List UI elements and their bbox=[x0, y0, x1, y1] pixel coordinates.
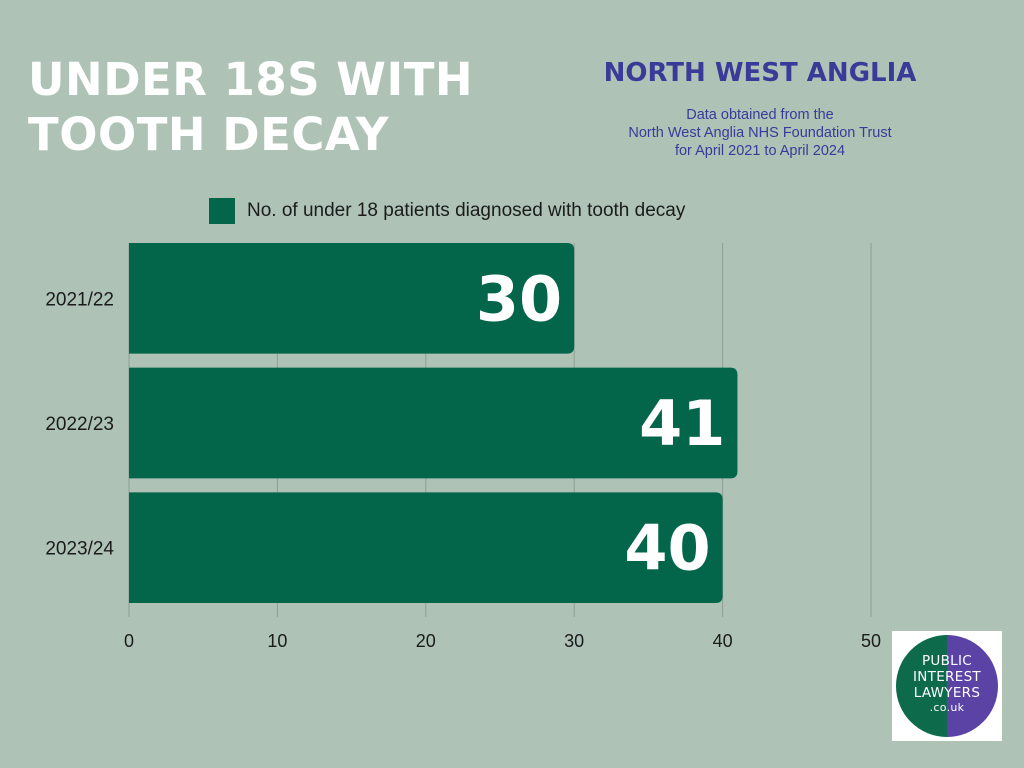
x-tick-label: 50 bbox=[861, 631, 881, 651]
bar-value-label: 41 bbox=[639, 387, 725, 460]
logo-circle bbox=[896, 635, 998, 737]
x-tick-label: 0 bbox=[124, 631, 134, 651]
logo-line-2: INTEREST bbox=[913, 669, 981, 685]
legend-swatch bbox=[209, 198, 235, 224]
bar-value-label: 40 bbox=[624, 512, 710, 585]
category-label: 2021/22 bbox=[45, 289, 114, 310]
x-tick-labels: 0 10 20 30 40 50 bbox=[124, 631, 881, 651]
x-tick-label: 10 bbox=[267, 631, 287, 651]
source-note: Data obtained from the North West Anglia… bbox=[560, 106, 960, 160]
region-title: NORTH WEST ANGLIA bbox=[603, 58, 917, 88]
chart-legend: No. of under 18 patients diagnosed with … bbox=[209, 198, 685, 224]
x-tick-label: 30 bbox=[564, 631, 584, 651]
x-tick-label: 40 bbox=[713, 631, 733, 651]
public-interest-lawyers-logo: PUBLIC INTEREST LAWYERS .co.uk bbox=[892, 631, 1002, 741]
logo-line-4: .co.uk bbox=[929, 701, 965, 714]
source-note-line-2: North West Anglia NHS Foundation Trust bbox=[628, 125, 892, 141]
logo-line-1: PUBLIC bbox=[921, 653, 972, 669]
legend-label: No. of under 18 patients diagnosed with … bbox=[247, 200, 686, 221]
source-note-line-1: Data obtained from the bbox=[686, 107, 834, 123]
bar-value-label: 30 bbox=[476, 262, 562, 335]
bar-2023-24 bbox=[129, 492, 723, 603]
logo-text: PUBLIC INTEREST LAWYERS .co.uk bbox=[892, 653, 1002, 714]
logo-line-3: LAWYERS bbox=[913, 685, 981, 701]
x-tick-label: 20 bbox=[416, 631, 436, 651]
source-note-line-3: for April 2021 to April 2024 bbox=[674, 143, 846, 159]
category-labels: 2021/22 2022/23 2023/24 bbox=[45, 289, 114, 559]
bar-2021-22 bbox=[129, 243, 575, 354]
bar-2022-23 bbox=[129, 367, 738, 479]
chart-title: UNDER 18S WITH TOOTH DECAY bbox=[28, 52, 473, 162]
chart-title-line-1: UNDER 18S WITH bbox=[28, 53, 474, 106]
category-label: 2023/24 bbox=[45, 539, 114, 560]
category-label: 2022/23 bbox=[45, 414, 114, 435]
chart-title-line-2: TOOTH DECAY bbox=[28, 108, 389, 161]
bars: 30 41 40 bbox=[129, 243, 738, 603]
